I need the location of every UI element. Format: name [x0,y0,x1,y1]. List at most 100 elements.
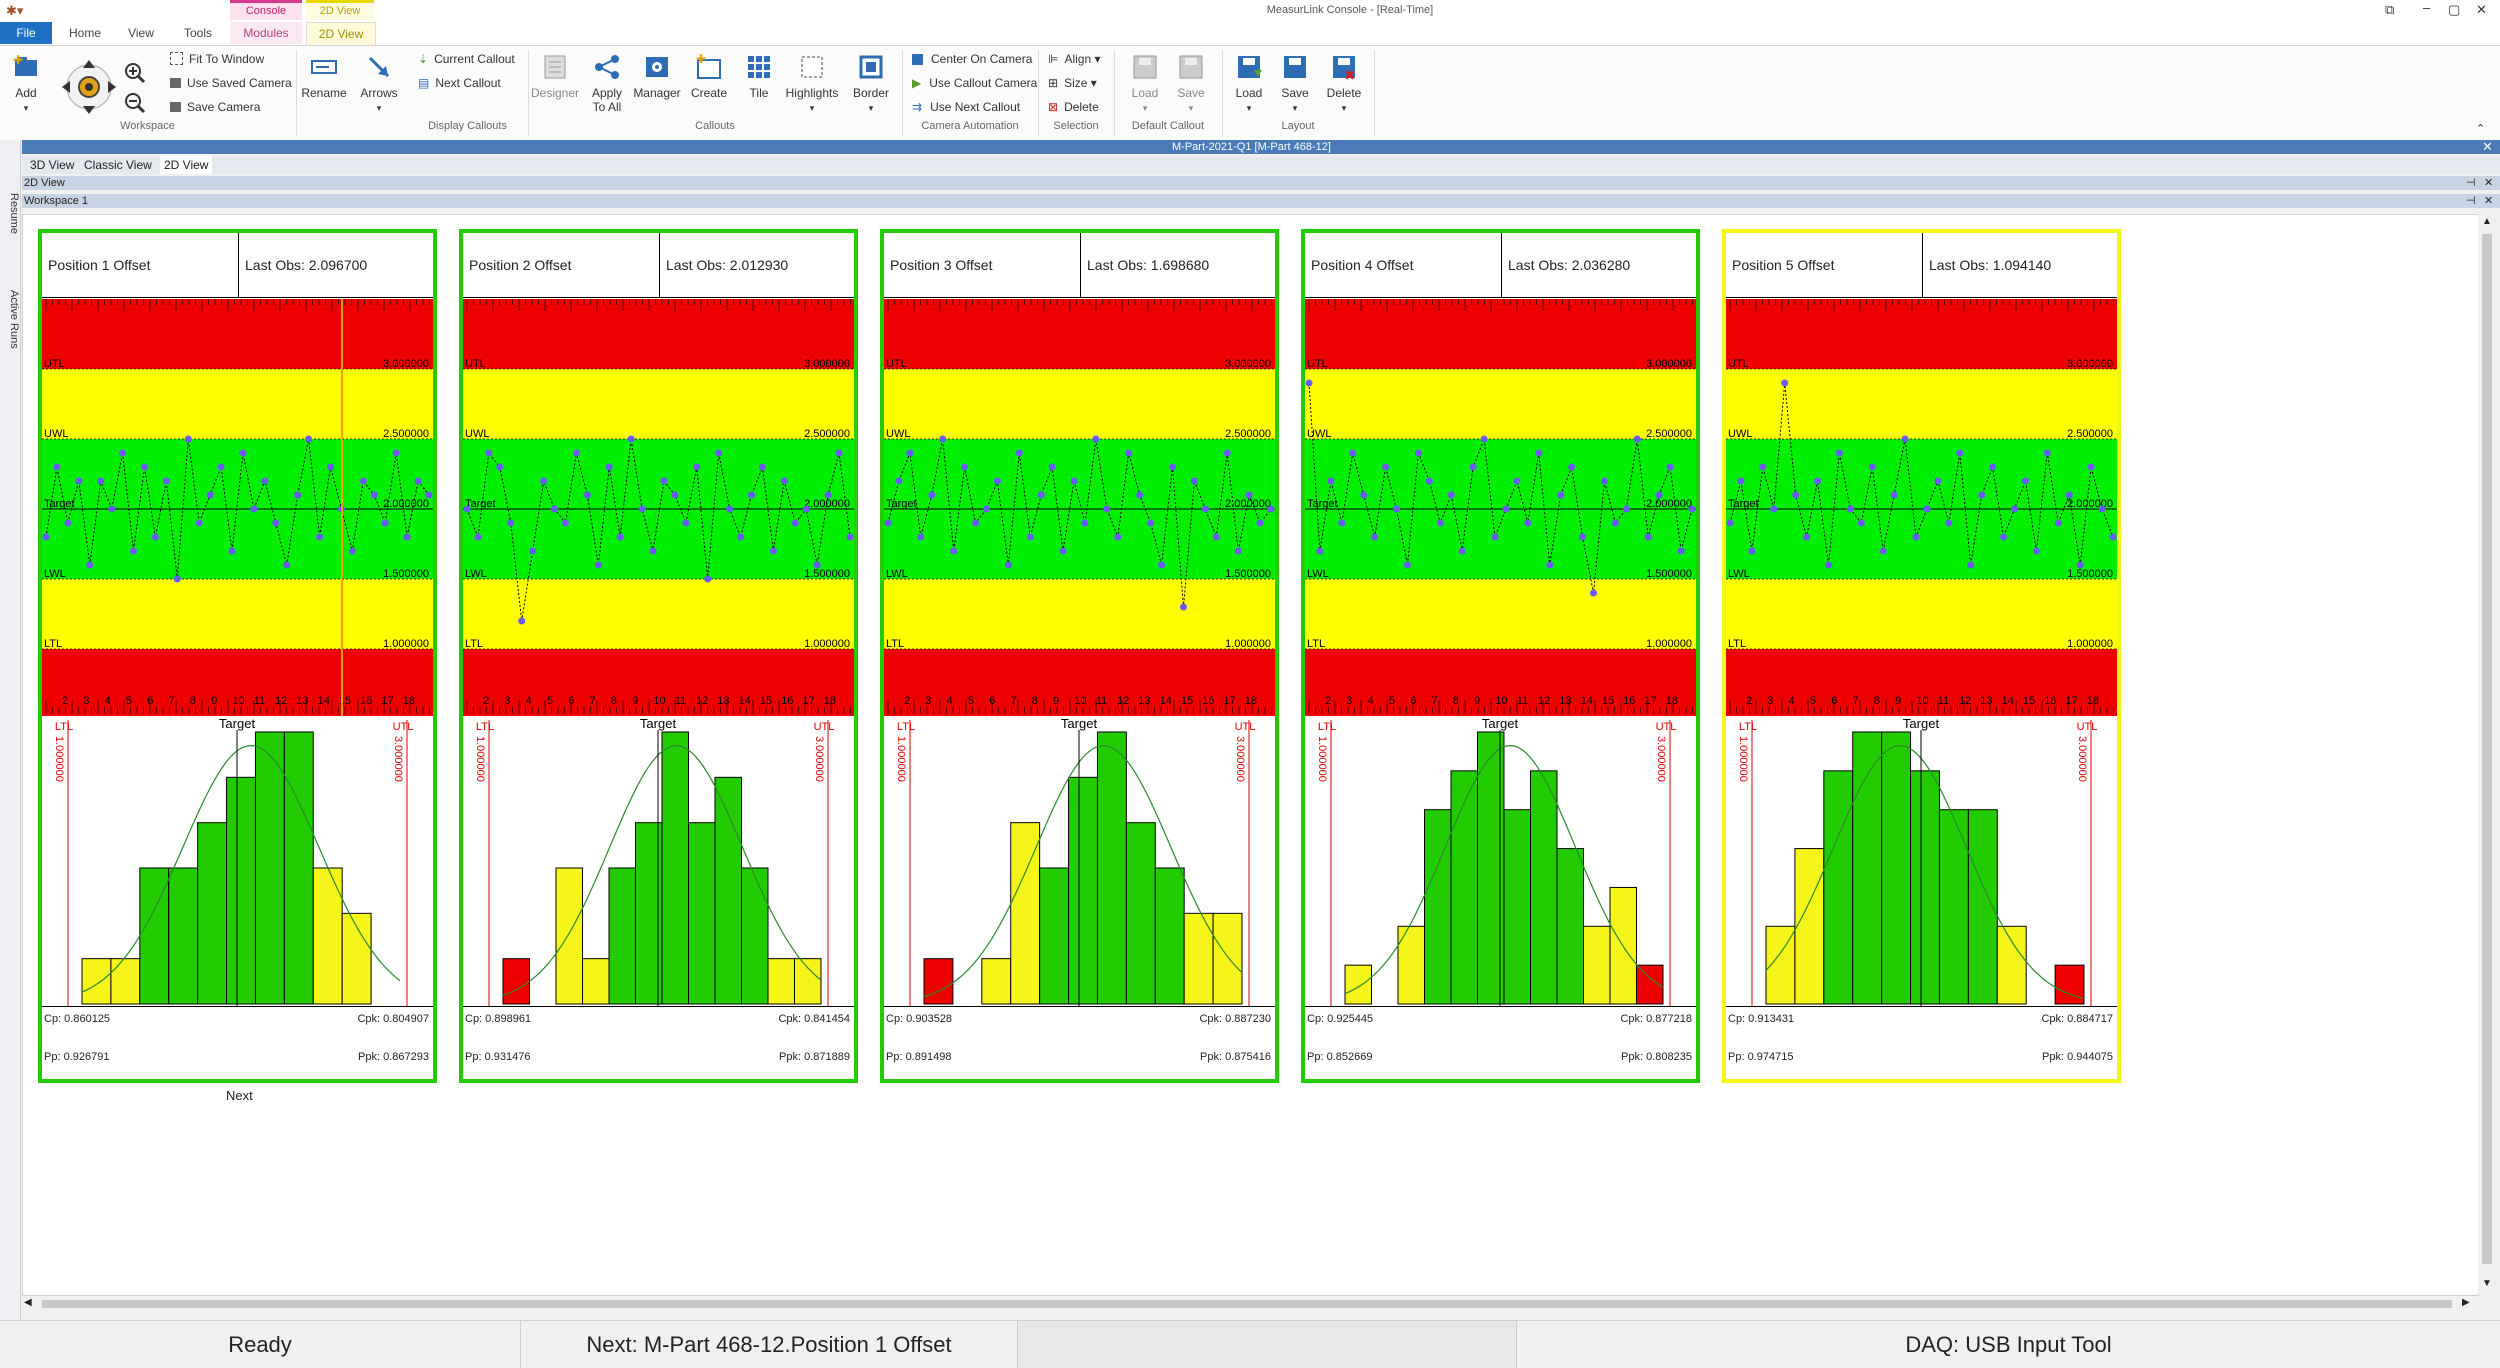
use-next-callout-button[interactable]: ⇉ Use Next Callout [912,100,1021,114]
save-default-callout-button[interactable]: Save ▾ [1168,52,1214,114]
data-point[interactable] [1212,533,1220,541]
data-point[interactable] [2054,519,2062,527]
data-point[interactable] [2021,477,2029,485]
data-point[interactable] [130,547,138,555]
resume-tab[interactable]: Resume [8,192,20,234]
delete-layout-button[interactable]: ✖ Delete ▾ [1320,52,1368,114]
data-point[interactable] [835,449,843,457]
data-point[interactable] [283,561,291,569]
data-point[interactable] [1403,561,1411,569]
data-point[interactable] [316,533,324,541]
data-point[interactable] [1956,449,1964,457]
tab-file[interactable]: File [0,22,52,44]
load-layout-button[interactable]: Load ▾ [1226,52,1272,114]
data-point[interactable] [173,575,181,583]
data-point[interactable] [583,491,591,499]
data-point[interactable] [660,477,668,485]
apply-to-all-button[interactable]: Apply To All [582,52,632,114]
callout-panel[interactable]: Position 3 Offset Last Obs: 1.698680 UTL 3.… [880,229,1279,1083]
callout-panel[interactable]: Position 5 Offset Last Obs: 1.094140 UTL 3.… [1722,229,2121,1083]
data-point[interactable] [184,435,192,443]
data-point[interactable] [1048,463,1056,471]
data-point[interactable] [1792,491,1800,499]
next-callout-button[interactable]: ▤ Next Callout [418,76,501,90]
data-point[interactable] [594,561,602,569]
data-point[interactable] [2098,505,2106,513]
close-icon[interactable]: ✕ [2476,2,2487,17]
data-point[interactable] [2109,533,2117,541]
data-point[interactable] [474,533,482,541]
collapse-ribbon-icon[interactable]: ⌃ [2476,123,2486,135]
data-point[interactable] [813,561,821,569]
data-point[interactable] [195,519,203,527]
data-point[interactable] [704,575,712,583]
data-point[interactable] [1978,491,1986,499]
data-point[interactable] [982,505,990,513]
data-point[interactable] [737,533,745,541]
data-point[interactable] [993,477,1001,485]
data-point[interactable] [1004,561,1012,569]
data-point[interactable] [1611,519,1619,527]
data-point[interactable] [1414,449,1422,457]
workspace-close-icon[interactable]: ✕ [2484,195,2494,207]
data-point[interactable] [1179,603,1187,611]
data-point[interactable] [86,561,94,569]
data-point[interactable] [228,547,236,555]
data-point[interactable] [1360,491,1368,499]
data-point[interactable] [1644,533,1652,541]
data-point[interactable] [627,435,635,443]
data-point[interactable] [272,519,280,527]
data-point[interactable] [1114,533,1122,541]
data-point[interactable] [381,519,389,527]
data-point[interactable] [726,505,734,513]
data-point[interactable] [1059,547,1067,555]
data-point[interactable] [1770,505,1778,513]
data-point[interactable] [370,491,378,499]
scroll-down-arrow[interactable]: ▼ [2482,1278,2492,1289]
data-point[interactable] [294,491,302,499]
data-point[interactable] [2065,491,2073,499]
scroll-left-arrow[interactable]: ◀ [24,1297,32,1308]
data-point[interactable] [1546,561,1554,569]
data-point[interactable] [1158,561,1166,569]
document-close-icon[interactable]: ✕ [2482,139,2493,154]
fit-to-window-button[interactable]: Fit To Window [170,52,264,66]
data-point[interactable] [1513,477,1521,485]
horizontal-scrollbar[interactable]: ◀ ▶ [22,1296,2477,1312]
camera-navigator[interactable] [58,56,120,118]
data-point[interactable] [108,505,116,513]
data-point[interactable] [1737,477,1745,485]
data-point[interactable] [1622,505,1630,513]
data-point[interactable] [561,519,569,527]
rename-button[interactable]: Rename [298,52,350,100]
center-on-camera-button[interactable]: Center On Camera [912,52,1032,66]
data-point[interactable] [1781,379,1789,387]
data-point[interactable] [928,491,936,499]
data-point[interactable] [906,449,914,457]
data-point[interactable] [1759,463,1767,471]
data-point[interactable] [327,463,335,471]
panel-close-icon[interactable]: ✕ [2484,177,2494,189]
data-point[interactable] [119,449,127,457]
data-point[interactable] [97,477,105,485]
tab-classic-view[interactable]: Classic View [84,158,152,172]
data-point[interactable] [359,477,367,485]
zoom-out-icon[interactable] [124,92,146,114]
data-point[interactable] [1945,519,1953,527]
data-point[interactable] [846,533,854,541]
data-point[interactable] [42,533,50,541]
data-point[interactable] [261,477,269,485]
data-point[interactable] [950,547,958,555]
data-point[interactable] [616,533,624,541]
align-button[interactable]: ⊫ Align ▾ [1048,52,1101,66]
data-point[interactable] [2087,463,2095,471]
data-point[interactable] [1967,561,1975,569]
data-point[interactable] [1026,533,1034,541]
data-point[interactable] [1316,547,1324,555]
tab-3d-view[interactable]: 3D View [30,158,75,172]
data-point[interactable] [1037,491,1045,499]
data-point[interactable] [1633,435,1641,443]
tab-2dview[interactable]: 2D View [306,22,376,45]
data-point[interactable] [1502,505,1510,513]
data-point[interactable] [895,477,903,485]
